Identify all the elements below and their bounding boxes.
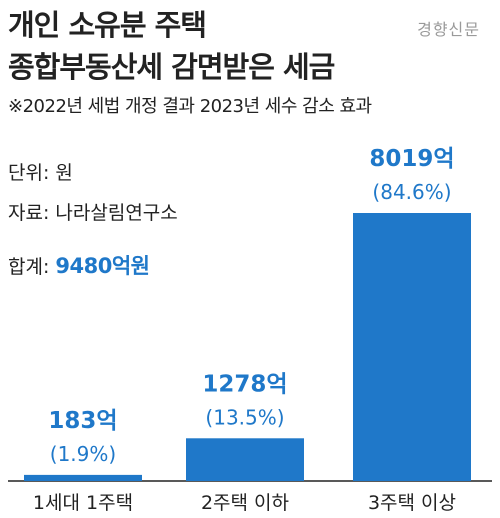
percent-label-2: (13.5%) xyxy=(205,405,284,429)
percent-label-3: (84.6%) xyxy=(372,180,451,204)
unit-note: 단위: 원 xyxy=(8,162,73,184)
source-note: 자료: 나라살림연구소 xyxy=(8,202,178,224)
bar-2 xyxy=(186,438,304,481)
category-label-1: 1세대 1주택 xyxy=(33,492,133,514)
bar-1 xyxy=(24,474,142,481)
total-summary: 합계: 9480억원 xyxy=(8,250,150,280)
value-label-3: 8019억 xyxy=(369,146,454,172)
chart-title-line-2: 종합부동산세 감면받은 세금 xyxy=(8,50,335,84)
chart-subtitle: ※2022년 세법 개정 결과 2023년 세수 감소 효과 xyxy=(8,96,372,117)
value-label-1: 183억 xyxy=(48,408,117,434)
category-label-3: 3주택 이상 xyxy=(368,492,456,514)
bar-3 xyxy=(353,213,471,481)
publisher-logo: 경향신문 xyxy=(417,20,480,39)
category-label-2: 2주택 이하 xyxy=(201,492,289,514)
total-label: 합계: xyxy=(8,256,56,278)
chart-title-line-1: 개인 소유분 주택 xyxy=(8,8,207,42)
total-value: 9480억원 xyxy=(55,254,150,278)
percent-label-1: (1.9%) xyxy=(50,442,116,466)
value-label-2: 1278억 xyxy=(202,371,287,397)
